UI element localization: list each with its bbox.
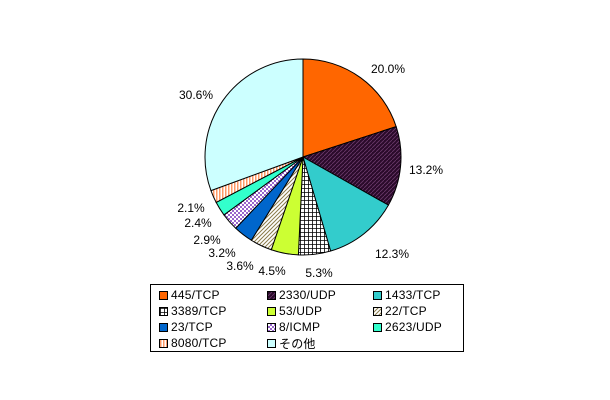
legend-label: 1433/TCP xyxy=(385,288,441,302)
legend-label: 8080/TCP xyxy=(171,336,227,350)
legend-label: 3389/TCP xyxy=(171,304,227,318)
pie-slice xyxy=(301,125,402,206)
legend-item: 2330/UDP xyxy=(267,287,336,303)
pie-slice xyxy=(204,58,304,192)
slice-value-label: 2.9% xyxy=(193,233,221,247)
legend-swatch xyxy=(159,290,168,300)
legend-item: その他 xyxy=(267,335,316,351)
legend-swatch xyxy=(267,306,276,316)
slice-value-label: 4.5% xyxy=(258,264,286,278)
legend-item: 8/ICMP xyxy=(267,319,320,335)
slice-value-label: 30.6% xyxy=(179,88,213,102)
legend-label: 2623/UDP xyxy=(385,320,442,334)
legend-label: 445/TCP xyxy=(171,288,220,302)
legend-swatch xyxy=(159,338,168,348)
legend-label: 2330/UDP xyxy=(279,288,336,302)
legend-label: 22/TCP xyxy=(385,304,427,318)
slice-value-label: 20.0% xyxy=(371,62,405,76)
legend-item: 1433/TCP xyxy=(373,287,441,303)
legend: 445/TCP 2330/UDP 1433/TCP 3389/TCP 53/UDP 22/… xyxy=(150,284,464,352)
legend-item: 2623/UDP xyxy=(373,319,442,335)
legend-label: その他 xyxy=(279,336,316,351)
slice-value-label: 2.4% xyxy=(184,216,212,230)
legend-item: 22/TCP xyxy=(373,303,427,319)
legend-item: 53/UDP xyxy=(267,303,322,319)
legend-swatch xyxy=(373,306,382,316)
legend-label: 8/ICMP xyxy=(279,320,321,334)
legend-item: 8080/TCP xyxy=(159,335,227,351)
pie-slices xyxy=(204,58,402,256)
slice-value-label: 13.2% xyxy=(409,163,443,177)
slice-value-label: 12.3% xyxy=(375,247,409,261)
slice-value-label: 5.3% xyxy=(305,266,333,280)
pie-value-labels: 20.0% 13.2% 12.3% 5.3% 4.5% 3.6%3.2%2.9% 2.4%2… xyxy=(177,62,443,280)
legend-swatch xyxy=(267,338,276,348)
legend-swatch xyxy=(373,322,382,332)
legend-label: 53/UDP xyxy=(279,304,323,318)
legend-item: 445/TCP xyxy=(159,287,220,303)
pie-slice xyxy=(302,58,397,158)
pie-slice xyxy=(302,155,390,252)
legend-swatch xyxy=(373,290,382,300)
legend-swatch xyxy=(159,306,168,316)
legend-item: 23/TCP xyxy=(159,319,213,335)
legend-swatch xyxy=(267,290,276,300)
legend-swatch xyxy=(267,322,276,332)
legend-label: 23/TCP xyxy=(171,320,213,334)
slice-value-label: 3.2% xyxy=(208,246,236,260)
slice-value-label: 3.6% xyxy=(226,259,254,273)
legend-swatch xyxy=(159,322,168,332)
legend-item: 3389/TCP xyxy=(159,303,227,319)
slice-value-label: 2.1% xyxy=(177,201,205,215)
